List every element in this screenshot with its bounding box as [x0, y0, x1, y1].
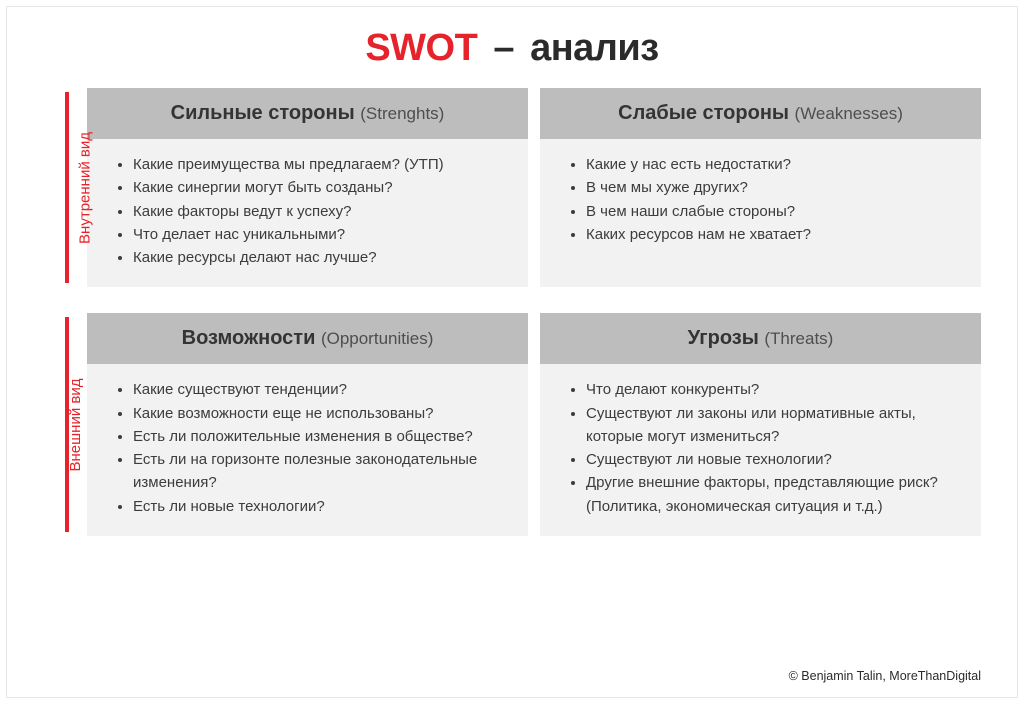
body-strengths: Какие преимущества мы предлагаем? (УТП) …: [87, 139, 528, 287]
header-threats-sub: (Threats): [764, 329, 833, 348]
cell-opportunities: Возможности (Opportunities) Какие сущест…: [87, 313, 528, 536]
title-rest: анализ: [530, 27, 659, 69]
list-weaknesses: Какие у нас есть недостатки? В чем мы ху…: [562, 153, 959, 246]
list-item: Какие существуют тенденции?: [133, 378, 506, 401]
list-item: Какие преимущества мы предлагаем? (УТП): [133, 153, 506, 176]
body-weaknesses: Какие у нас есть недостатки? В чем мы ху…: [540, 139, 981, 287]
header-opportunities: Возможности (Opportunities): [87, 313, 528, 364]
list-item: Другие внешние факторы, представляющие р…: [586, 471, 959, 518]
list-item: Какие у нас есть недостатки?: [586, 153, 959, 176]
list-item: Существуют ли новые технологии?: [586, 448, 959, 471]
body-threats: Что делают конкуренты? Существуют ли зак…: [540, 364, 981, 536]
title-accent: SWOT: [365, 27, 477, 69]
header-strengths-main: Сильные стороны: [171, 102, 361, 124]
header-strengths: Сильные стороны (Strenghts): [87, 88, 528, 139]
list-item: Есть ли новые технологии?: [133, 495, 506, 518]
list-item: В чем наши слабые стороны?: [586, 200, 959, 223]
list-item: Какие возможности еще не использованы?: [133, 402, 506, 425]
header-strengths-sub: (Strenghts): [360, 104, 444, 123]
list-item: Какие факторы ведут к успеху?: [133, 200, 506, 223]
list-item: Есть ли положительные изменения в общест…: [133, 425, 506, 448]
side-label-internal: Внутренний вид: [76, 132, 93, 244]
list-threats: Что делают конкуренты? Существуют ли зак…: [562, 378, 959, 518]
list-item: Есть ли на горизонте полезные законодате…: [133, 448, 506, 495]
list-item: Что делает нас уникальными?: [133, 223, 506, 246]
header-weaknesses-sub: (Weaknesses): [795, 104, 903, 123]
title-dash: –: [493, 27, 514, 69]
row-external: Внешний вид Возможности (Opportunities) …: [87, 313, 981, 536]
side-label-external: Внешний вид: [67, 378, 84, 471]
cell-weaknesses: Слабые стороны (Weaknesses) Какие у нас …: [540, 88, 981, 287]
cell-strengths: Сильные стороны (Strenghts) Какие преиму…: [87, 88, 528, 287]
header-weaknesses: Слабые стороны (Weaknesses): [540, 88, 981, 139]
list-item: В чем мы хуже других?: [586, 176, 959, 199]
body-opportunities: Какие существуют тенденции? Какие возмож…: [87, 364, 528, 536]
header-threats: Угрозы (Threats): [540, 313, 981, 364]
cell-threats: Угрозы (Threats) Что делают конкуренты? …: [540, 313, 981, 536]
swot-grid: Внутренний вид Сильные стороны (Strenght…: [7, 88, 1017, 536]
list-item: Что делают конкуренты?: [586, 378, 959, 401]
frame-border: SWOT – анализ Внутренний вид Сильные сто…: [6, 6, 1018, 698]
header-opportunities-main: Возможности: [182, 327, 321, 349]
list-item: Какие синергии могут быть созданы?: [133, 176, 506, 199]
credit-line: © Benjamin Talin, MoreThanDigital: [789, 669, 981, 683]
list-item: Каких ресурсов нам не хватает?: [586, 223, 959, 246]
page-title: SWOT – анализ: [7, 7, 1017, 88]
list-item: Какие ресурсы делают нас лучше?: [133, 246, 506, 269]
side-bar-internal: [65, 92, 69, 283]
list-opportunities: Какие существуют тенденции? Какие возмож…: [109, 378, 506, 518]
list-item: Существуют ли законы или нормативные акт…: [586, 402, 959, 449]
row-internal: Внутренний вид Сильные стороны (Strenght…: [87, 88, 981, 287]
header-opportunities-sub: (Opportunities): [321, 329, 433, 348]
side-bar-external: [65, 317, 69, 532]
header-threats-main: Угрозы: [688, 327, 765, 349]
header-weaknesses-main: Слабые стороны: [618, 102, 794, 124]
list-strengths: Какие преимущества мы предлагаем? (УТП) …: [109, 153, 506, 269]
